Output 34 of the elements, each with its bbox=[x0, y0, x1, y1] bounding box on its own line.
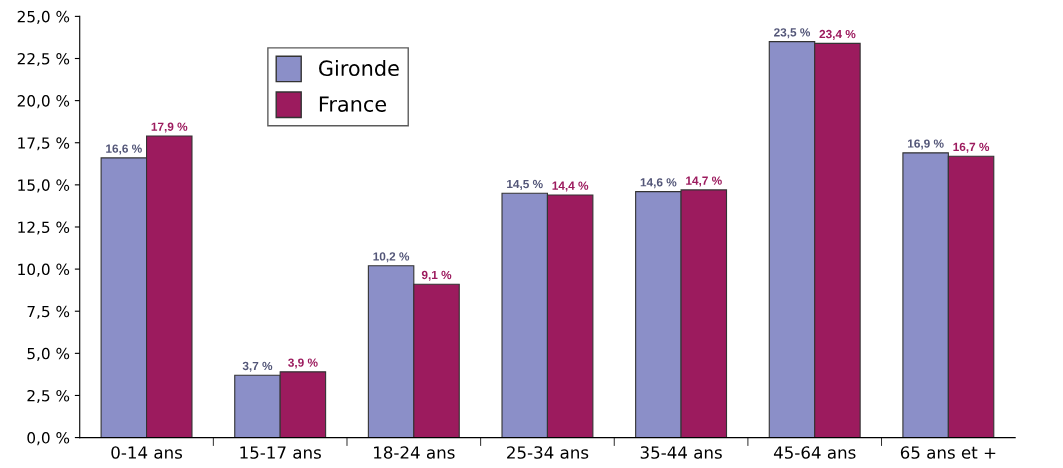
y-tick-label: 10,0 % bbox=[18, 263, 70, 277]
x-tick-label: 18-24 ans bbox=[374, 446, 455, 459]
y-tick-label: 2,5 % bbox=[27, 389, 70, 404]
data-label: 14,6 % bbox=[640, 178, 677, 189]
x-tick-label: 45-64 ans bbox=[773, 446, 856, 459]
y-tick-label: 12,5 % bbox=[18, 221, 70, 235]
legend-label: France bbox=[319, 96, 387, 112]
data-label: 16,6 % bbox=[106, 144, 142, 155]
data-label: 14,5 % bbox=[507, 179, 543, 190]
data-label: 9,1 % bbox=[421, 270, 452, 281]
x-tick-label: 0-14 ans bbox=[111, 446, 183, 459]
x-tick-label: 15-17 ans bbox=[240, 446, 321, 459]
data-label: 23,4 % bbox=[819, 29, 856, 40]
y-tick-label: 25,0 % bbox=[17, 10, 70, 24]
data-label: 14,4 % bbox=[552, 181, 589, 192]
x-tick-label: 65 ans et + bbox=[900, 446, 996, 459]
y-tick-label: 17,5 % bbox=[18, 137, 70, 151]
y-tick-label: 7,5 % bbox=[27, 305, 70, 319]
data-label: 10,2 % bbox=[373, 252, 410, 263]
y-tick-label: 15,0 % bbox=[18, 179, 70, 193]
data-label: 23,5 % bbox=[774, 28, 811, 39]
data-label: 16,7 % bbox=[953, 142, 990, 153]
legend-label: Gironde bbox=[319, 59, 399, 77]
y-tick-label: 5,0 % bbox=[27, 347, 70, 361]
data-label: 14,7 % bbox=[686, 176, 722, 187]
y-tick-label: 22,5 % bbox=[17, 52, 70, 67]
data-label: 16,9 % bbox=[908, 139, 944, 150]
data-label: 3,9 % bbox=[288, 358, 318, 369]
y-tick-label: 0,0 % bbox=[27, 432, 70, 446]
data-label: 17,9 % bbox=[151, 122, 188, 133]
y-tick-label: 20,0 % bbox=[17, 95, 70, 109]
x-tick-label: 25-34 ans bbox=[507, 446, 589, 459]
data-label: 3,7 % bbox=[242, 361, 273, 372]
x-tick-label: 35-44 ans bbox=[640, 446, 722, 459]
